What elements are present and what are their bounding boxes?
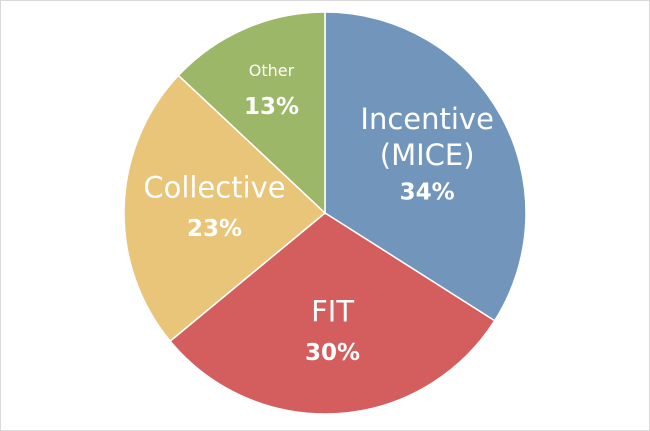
pie-slice-fit: [169, 212, 496, 415]
pie-slice-collective: [123, 74, 327, 343]
slice-name-label: (MICE): [380, 138, 475, 172]
pie-labels: Incentive(MICE) 34% FIT 30% Collective 23% Oth…: [143, 61, 494, 366]
slice-name-label: Incentive: [360, 102, 494, 136]
slice-name-label: Collective: [143, 171, 285, 205]
pie-slices: [123, 11, 527, 415]
slice-value-label: 23%: [187, 216, 242, 242]
pie-slice-other: [177, 11, 326, 215]
slice-value-label: 30%: [305, 340, 360, 366]
slice-name-label: Other: [249, 61, 295, 80]
slice-value-label: 13%: [244, 94, 299, 120]
slice-name-label: FIT: [311, 294, 354, 328]
slice-value-label: 34%: [400, 179, 455, 205]
pie-slice-incentive-mice: [324, 11, 527, 322]
